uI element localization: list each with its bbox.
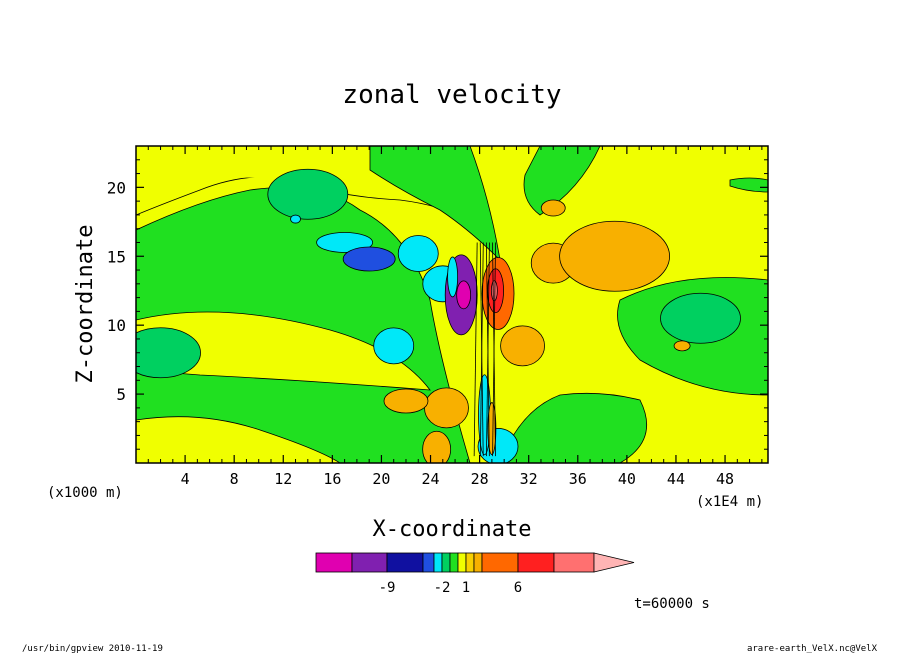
colorbar-labels: -9 -2 1 6	[379, 580, 523, 596]
x-tick-label: 32	[520, 470, 538, 488]
field-region	[499, 392, 647, 463]
colorbar-segment	[465, 552, 475, 573]
colorbar-segment	[386, 552, 424, 573]
colorbar-segment	[473, 552, 483, 573]
x-axis-label: X-coordinate	[373, 517, 532, 542]
y-tick-label: 15	[107, 247, 126, 266]
contour-line	[479, 242, 484, 457]
colorbar-segment	[553, 552, 595, 573]
x-tick-label: 40	[618, 470, 636, 488]
colorbar-segment	[441, 552, 451, 573]
colorbar-segment	[433, 552, 443, 573]
field-region	[316, 232, 374, 253]
field-region	[660, 292, 741, 344]
contour-line	[473, 242, 478, 457]
field-region	[447, 256, 459, 298]
contour-line	[492, 242, 496, 457]
field-region	[373, 327, 415, 365]
field-region	[383, 388, 429, 414]
colorbar-segment	[481, 552, 519, 573]
footer-left: /usr/bin/gpview 2010-11-19	[22, 644, 163, 654]
colorbar-label: -2	[434, 580, 451, 596]
velocity-field	[136, 146, 768, 463]
field-region	[424, 387, 469, 429]
x-tick-label: 24	[421, 470, 439, 488]
field-region	[559, 220, 671, 292]
field-region	[290, 214, 301, 224]
field-region	[136, 327, 201, 379]
x-tick-label: 20	[372, 470, 390, 488]
y-axis: 5 10 15 20	[107, 159, 768, 450]
colorbar-segment	[315, 552, 353, 573]
x-tick-label: 44	[667, 470, 685, 488]
y-tick-label: 10	[107, 316, 126, 335]
field-region	[523, 146, 601, 216]
x-tick-label: 4	[181, 470, 190, 488]
colorbar-label: 6	[514, 580, 522, 596]
colorbar	[315, 552, 635, 573]
x-unit-right: (x1E4 m)	[696, 494, 763, 510]
field-region	[369, 146, 501, 262]
field-region	[500, 325, 545, 367]
x-tick-label: 16	[323, 470, 341, 488]
colorbar-segment	[422, 552, 435, 573]
field-region	[136, 150, 330, 200]
colorbar-segment	[517, 552, 555, 573]
field-region	[673, 340, 691, 352]
y-tick-label: 5	[116, 385, 126, 404]
x-tick-label: 28	[471, 470, 489, 488]
contour-line	[486, 242, 490, 457]
x-axis: 4 8 12 16 20 24 28 32 36 40 44 48	[147, 146, 763, 488]
field-region	[342, 246, 396, 272]
field-region	[456, 280, 472, 310]
x-tick-label: 48	[716, 470, 734, 488]
colorbar-segment	[457, 552, 467, 573]
field-region	[729, 177, 768, 193]
field-region	[540, 199, 566, 217]
footer-right: arare-earth_VelX.nc@VelX	[747, 644, 878, 654]
plot-frame	[135, 145, 769, 464]
y-tick-label: 20	[107, 178, 126, 197]
x-tick-label: 12	[274, 470, 292, 488]
chart-title: zonal velocity	[342, 80, 561, 110]
field-region	[136, 311, 431, 391]
colorbar-segment	[351, 552, 388, 573]
y-axis-label: Z-coordinate	[73, 225, 98, 384]
field-region	[487, 402, 497, 455]
x-unit-left: (x1000 m)	[47, 485, 123, 501]
field-region	[397, 235, 439, 272]
contour-plot-area	[135, 145, 769, 464]
colorbar-label: 1	[462, 580, 470, 596]
x-tick-label: 8	[230, 470, 239, 488]
colorbar-segment	[449, 552, 459, 573]
field-region	[490, 280, 498, 302]
colorbar-arrow	[593, 552, 635, 573]
field-region	[422, 430, 452, 463]
field-region	[267, 168, 349, 220]
x-tick-label: 36	[569, 470, 587, 488]
colorbar-label: -9	[379, 580, 396, 596]
time-annotation: t=60000 s	[634, 596, 710, 612]
